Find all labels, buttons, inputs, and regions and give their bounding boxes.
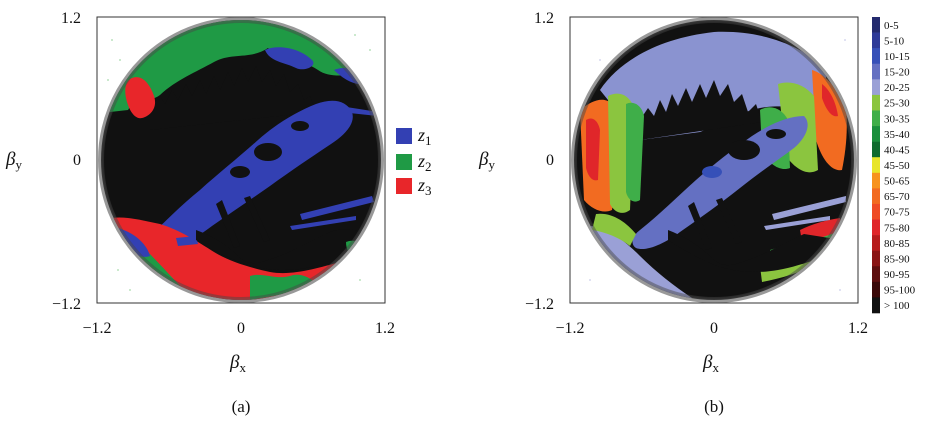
colorbar-swatch (872, 94, 880, 111)
colorbar-label: 80-85 (884, 238, 910, 250)
colorbar-label: 25-30 (884, 98, 910, 110)
colorbar-label: 10-15 (884, 51, 910, 63)
colorbar-label: 65-70 (884, 191, 910, 203)
colorbar-label: 95-100 (884, 285, 916, 297)
colorbar-label: 0-5 (884, 20, 899, 32)
colorbar-swatch (872, 281, 880, 298)
xtick-a-right: 1.2 (375, 320, 395, 337)
legend-swatch-z3 (396, 178, 412, 194)
ylabel-a: βy (5, 149, 22, 172)
region-z1-top (265, 47, 314, 70)
ridge-a (150, 66, 316, 130)
colorbar-swatch (872, 157, 880, 174)
ytick-b-mid: 0 (546, 152, 554, 169)
ytick-b-top: 1.2 (534, 10, 554, 27)
xtick-b-right: 1.2 (848, 320, 868, 337)
colorbar-swatch (872, 79, 880, 96)
noise-speckles-a (107, 34, 371, 291)
colorbar-swatch (872, 203, 880, 220)
xtick-a-left: −1.2 (82, 320, 111, 337)
colorbar-label: 50-65 (884, 176, 910, 188)
ytick-a-mid: 0 (73, 152, 81, 169)
colorbar-swatch (872, 297, 880, 314)
colorbar-swatch (872, 250, 880, 267)
legend-a: z1 z2 z3 (396, 125, 432, 198)
legend-label-z3: z3 (417, 175, 432, 198)
colorbar-swatch (872, 266, 880, 283)
colorbar-label: 40-45 (884, 144, 910, 156)
panel-b: 1.2 0 −1.2 −1.2 0 1.2 βy βx 0-5 5-10 10-15… (478, 10, 916, 416)
xlabel-a: βx (229, 352, 246, 375)
xlabel-b: βx (702, 352, 719, 375)
legend-swatch-z1 (396, 128, 412, 144)
caption-a: (a) (232, 397, 251, 416)
region-z3-upper-left (125, 77, 156, 119)
colorbar-swatch (872, 235, 880, 251)
ytick-a-top: 1.2 (61, 10, 81, 27)
colorbar-swatch (872, 126, 880, 142)
colorbar-label: 45-50 (884, 160, 910, 172)
colorbar-label: 20-25 (884, 82, 910, 94)
ytick-a-bot: −1.2 (52, 296, 81, 313)
colorbar-label: 70-75 (884, 207, 910, 219)
colorbar-label: 35-40 (884, 129, 910, 141)
panel-a: 1.2 0 −1.2 −1.2 0 1.2 βy βx z1 z2 z3 (a) (5, 10, 432, 416)
colorbar: 0-5 5-10 10-15 15-20 20-25 25-30 30-35 35-40 40-… (872, 17, 916, 314)
colorbar-swatch (872, 48, 880, 65)
region-z1-center (147, 100, 353, 255)
ytick-b-bot: −1.2 (525, 296, 554, 313)
xtick-b-left: −1.2 (555, 320, 584, 337)
colorbar-label: 5-10 (884, 35, 905, 47)
colorbar-swatch (872, 141, 880, 158)
legend-swatch-z2 (396, 154, 412, 170)
colorbar-label: 90-95 (884, 269, 910, 281)
colorbar-label: 15-20 (884, 67, 910, 79)
colorbar-swatch (872, 219, 880, 236)
colorbar-swatch (872, 17, 880, 33)
colorbar-swatch (872, 32, 880, 49)
legend-label-z2: z2 (417, 151, 432, 174)
colorbar-label: 75-80 (884, 222, 910, 234)
legend-label-z1: z1 (417, 125, 432, 148)
ylabel-b: βy (478, 149, 495, 172)
colorbar-label: 85-90 (884, 253, 910, 265)
xtick-a-mid: 0 (237, 320, 245, 337)
colorbar-swatch (872, 63, 880, 80)
colorbar-label: 30-35 (884, 113, 910, 125)
colorbar-label: > 100 (884, 300, 910, 312)
caption-b: (b) (704, 397, 724, 416)
colorbar-swatch (872, 110, 880, 127)
colorbar-swatch (872, 188, 880, 205)
xtick-b-mid: 0 (710, 320, 718, 337)
colorbar-swatch (872, 172, 880, 189)
